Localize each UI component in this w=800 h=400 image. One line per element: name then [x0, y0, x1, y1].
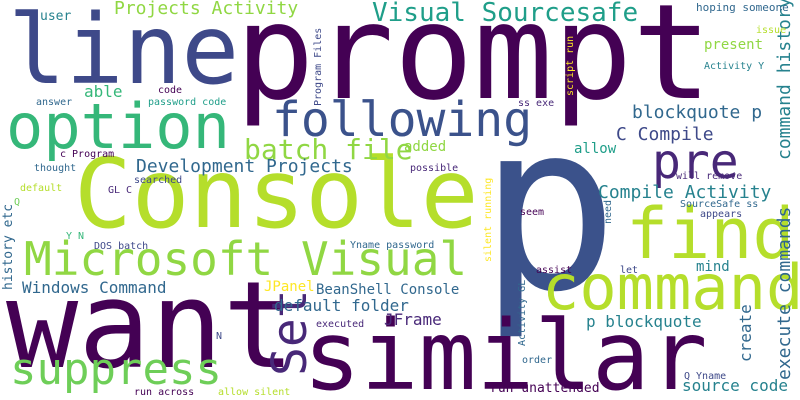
word-windows-command: Windows Command: [22, 278, 167, 297]
word-order: order: [522, 355, 553, 366]
word-similar: similar: [303, 300, 708, 400]
word-option: option: [6, 90, 230, 163]
word-activity-gl: Activity GL: [517, 279, 528, 346]
word-silent-running: silent running: [483, 177, 494, 262]
word-jpanel: JPanel: [264, 279, 315, 295]
word-c-program: c Program: [60, 149, 115, 160]
word-following: following: [272, 92, 533, 148]
word-c-compile: C Compile: [616, 124, 714, 145]
word-beanshell-console: BeanShell Console: [316, 282, 460, 298]
word-command: command: [542, 251, 800, 324]
word-sourcesafe-ss: SourceSafe ss: [680, 199, 759, 210]
word-run-across: run across: [134, 387, 195, 398]
word-n: N: [216, 331, 223, 342]
word-dos-batch: DOS batch: [94, 241, 149, 252]
word-hoping-someone: hoping someone: [696, 1, 789, 14]
word-q: Q: [14, 197, 21, 208]
word-microsoft-visual: Microsoft Visual: [24, 232, 468, 286]
word-allow: allow: [574, 141, 617, 157]
word-able: able: [84, 82, 123, 101]
word-script-run: script run: [565, 35, 576, 96]
word-ss-exe: ss exe: [518, 98, 555, 109]
word-q-yname: Q Yname: [684, 371, 727, 382]
word-want: want: [6, 257, 295, 396]
word-program-files: Program Files: [313, 27, 324, 106]
word-password-code: password code: [148, 97, 227, 108]
word-line: line: [8, 0, 240, 106]
word-need: need: [603, 199, 614, 224]
word-appears: appears: [700, 209, 743, 220]
word-suppress: suppress: [10, 344, 222, 395]
word-default-folder: default folder: [274, 296, 409, 315]
word-batch-file: batch file: [244, 133, 413, 166]
word-y-n: Y N: [66, 231, 85, 242]
word-present: present: [704, 37, 764, 53]
word-compile-activity: Compile Activity: [598, 182, 772, 203]
word-searched: searched: [134, 175, 183, 186]
word-allow-silent: allow silent: [218, 387, 291, 398]
word-thought: thought: [34, 163, 77, 174]
word-p: p: [479, 73, 619, 343]
word-answer: answer: [36, 97, 73, 108]
word-console: Console: [74, 138, 479, 250]
word-find: find: [626, 193, 795, 275]
word-possible: possible: [410, 163, 459, 174]
word-will-remove: will remove: [676, 171, 743, 182]
word-run-unattended: run unattended: [490, 381, 600, 396]
word-user: user: [40, 9, 72, 24]
word-execute-commands: execute commands: [774, 206, 795, 380]
word-assist: assist: [536, 265, 573, 276]
word-projects-activity: Projects Activity: [114, 0, 299, 19]
word-code: code: [158, 85, 183, 96]
word-let: let: [620, 265, 639, 276]
word-source-code: source code: [682, 376, 788, 395]
word-jframe: JFrame: [384, 310, 442, 329]
word-blockquote-p: blockquote p: [632, 102, 763, 123]
word-yname-password: Yname password: [350, 240, 435, 251]
word-visual-sourcesafe: Visual Sourcesafe: [372, 0, 639, 28]
word-activity-y: Activity Y: [704, 61, 765, 72]
word-pre: pre: [652, 134, 739, 190]
word-added: added: [404, 139, 447, 155]
word-history-etc: history etc: [1, 203, 16, 290]
word-command-history: command history: [774, 0, 795, 160]
word-seem: seem: [520, 207, 545, 218]
word-executed: executed: [316, 319, 365, 330]
word-p-blockquote: p blockquote: [586, 312, 702, 331]
word-development-projects: Development Projects: [136, 156, 353, 177]
word-create: create: [736, 304, 755, 362]
word-default: default: [20, 183, 63, 194]
word-gl-c: GL C: [108, 185, 133, 196]
word-issue: issue: [756, 25, 787, 36]
word-mind: mind: [696, 259, 730, 275]
word-prompt: prompt: [235, 0, 712, 130]
